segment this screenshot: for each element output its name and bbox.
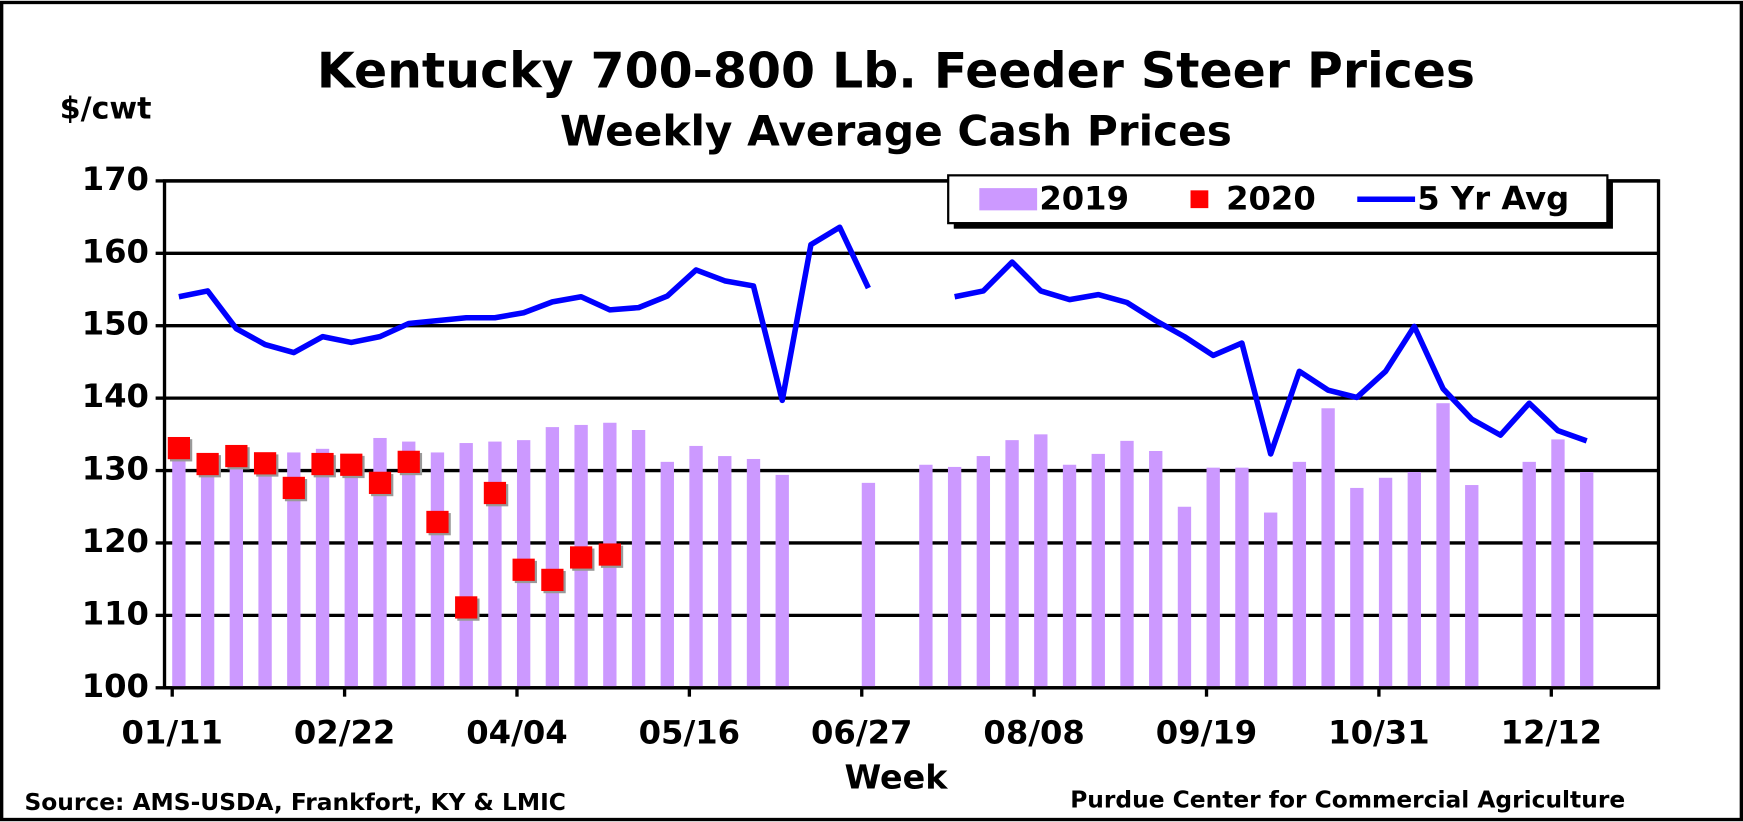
marker [311,452,334,476]
bar [430,452,445,688]
marker [282,476,305,500]
bar [947,466,962,688]
line [178,224,1588,457]
bar [287,452,301,688]
marker [541,568,564,592]
y-tick-label: 110 [82,594,149,632]
bar [1350,487,1364,688]
chart-subtitle: Weekly Average Cash Prices [560,107,1232,156]
bar [1551,439,1565,688]
bar [344,463,358,688]
marker [426,510,449,534]
bar [545,427,560,688]
bar [919,464,933,688]
x-axis-label: Week [844,757,948,796]
credit-note: Purdue Center for Commercial Agriculture [1070,786,1625,814]
bar [1005,440,1019,688]
marker [225,444,248,468]
bar [631,429,646,688]
legend-swatch [1190,190,1209,209]
bar [1522,461,1536,688]
bar [1034,434,1048,688]
legend-swatch [979,188,1038,211]
bar [1465,485,1479,688]
legend [947,174,1609,225]
marker [253,452,277,475]
marker [483,481,507,505]
bar [1321,408,1335,688]
bar [775,474,789,688]
x-tick-label: 08/08 [983,713,1084,751]
marker [569,546,593,569]
y-tick-label: 130 [82,450,149,488]
x-tick-label: 02/22 [294,713,395,751]
bar [172,456,186,688]
bar [1062,464,1077,688]
x-tick-label: 06/27 [811,713,912,751]
marker [512,558,535,581]
x-tick-label: 05/16 [639,713,740,751]
y-tick-label: 120 [82,522,149,560]
bar [459,443,473,688]
bar [200,463,215,688]
y-tick-label: 160 [82,232,149,270]
y-tick-label: 100 [82,667,149,705]
y-axis-label: $/cwt [60,91,152,126]
x-tick-label: 04/04 [466,713,567,751]
x-tick-label: 01/11 [121,713,222,751]
bar [1407,471,1421,688]
marker [598,543,621,566]
bar [1120,440,1134,688]
bar [861,482,876,688]
bar [258,463,272,688]
marker [340,453,363,476]
x-tick-label: 09/19 [1156,713,1257,751]
marker [196,452,219,476]
bar [373,437,387,688]
bar [746,458,761,688]
bar [1263,512,1278,688]
marker [397,450,420,473]
legend-label: 2020 [1226,179,1316,217]
chart-title: Kentucky 700-800 Lb. Feeder Steer Prices [317,43,1475,100]
y-tick-label: 170 [82,160,149,198]
bar [402,441,416,688]
marker [455,596,478,619]
y-tick-label: 150 [82,305,149,343]
plot-border [162,179,1661,690]
bar [1235,467,1249,688]
bar [1177,506,1192,688]
marker [167,436,190,460]
legend-label: 5 Yr Avg [1417,179,1569,217]
bar [315,448,330,688]
bar [1149,450,1163,688]
legend-label: 2019 [1039,179,1129,217]
bar [1206,467,1220,688]
bar [1091,453,1105,688]
x-tick-label: 12/12 [1501,713,1602,751]
bar [718,456,732,688]
bar [1378,477,1393,688]
marker [368,471,392,494]
bar [1292,461,1307,688]
source-note: Source: AMS-USDA, Frankfort, KY & LMIC [24,788,565,816]
y-tick-label: 140 [82,377,149,415]
bar [976,456,991,688]
bar [660,461,674,688]
x-tick-label: 10/31 [1328,713,1429,751]
bar [1580,471,1594,688]
bar [1436,403,1450,688]
bar [488,441,502,688]
bar [229,463,244,688]
bar [689,445,703,688]
